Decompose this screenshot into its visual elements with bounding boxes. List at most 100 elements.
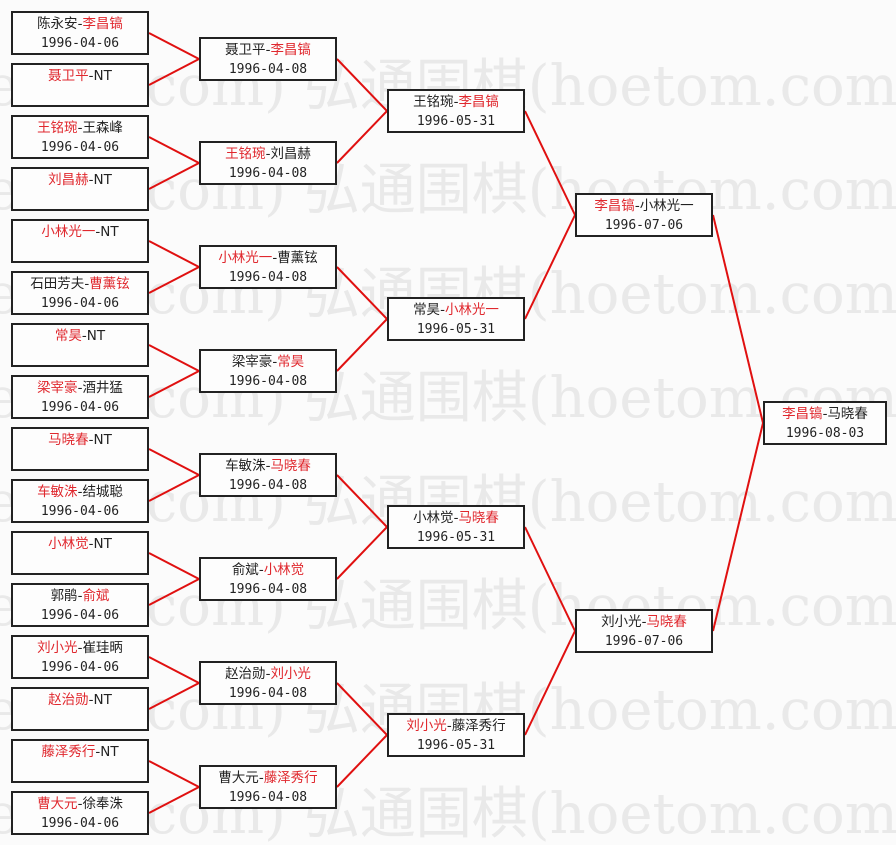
match-box: 梁宰豪-酒井猛 1996-04-06 bbox=[11, 375, 149, 419]
separator: - bbox=[272, 354, 278, 370]
player-b: NT bbox=[100, 224, 119, 240]
separator: - bbox=[265, 666, 271, 682]
player-b: 崔珪昞 bbox=[82, 640, 123, 656]
match-players: 常昊-NT bbox=[13, 327, 147, 346]
match-box: 常昊-NT bbox=[11, 323, 149, 367]
separator: - bbox=[265, 146, 271, 162]
bracket-connector bbox=[148, 344, 200, 372]
player-a: 常昊 bbox=[413, 302, 441, 318]
player-b: 小林光一 bbox=[639, 198, 694, 214]
player-b: 李昌镐 bbox=[458, 94, 499, 110]
match-players: 刘小光-马晓春 bbox=[577, 613, 711, 632]
player-b: NT bbox=[100, 744, 119, 760]
bracket-connector bbox=[148, 266, 200, 294]
separator: - bbox=[95, 744, 101, 760]
player-a: 车敏洙 bbox=[225, 458, 266, 474]
match-box: 陈永安-李昌镐 1996-04-06 bbox=[11, 11, 149, 55]
bracket-connector bbox=[524, 214, 576, 320]
player-a: 曹大元 bbox=[218, 770, 259, 786]
bracket-connector bbox=[148, 448, 200, 476]
match-date: 1996-04-06 bbox=[40, 816, 120, 831]
player-a: 刘小光 bbox=[37, 640, 78, 656]
bracket-connector bbox=[148, 578, 200, 606]
match-date: 1996-08-03 bbox=[785, 426, 865, 441]
separator: - bbox=[88, 536, 94, 552]
match-box: 小林觉-NT bbox=[11, 531, 149, 575]
match-date: 1996-04-06 bbox=[40, 660, 120, 675]
bracket-connector bbox=[148, 552, 200, 580]
player-a: 王铭琬 bbox=[37, 120, 78, 136]
separator: - bbox=[822, 406, 828, 422]
separator: - bbox=[77, 588, 83, 604]
watermark-text: 弘通围棋(hoetom.com) 弘通围棋(hoetom.com) bbox=[0, 574, 896, 639]
match-box: 刘小光-崔珪昞 1996-04-06 bbox=[11, 635, 149, 679]
separator: - bbox=[272, 250, 278, 266]
player-a: 王铭琬 bbox=[225, 146, 266, 162]
separator: - bbox=[440, 302, 445, 318]
player-b: 李昌镐 bbox=[82, 16, 123, 32]
match-date: 1996-04-08 bbox=[228, 686, 308, 701]
match-box: 车敏洙-马晓春 1996-04-08 bbox=[199, 453, 337, 497]
match-box: 刘小光-马晓春 1996-07-06 bbox=[575, 609, 713, 653]
match-date: 1996-04-06 bbox=[40, 140, 120, 155]
separator: - bbox=[77, 796, 83, 812]
separator: - bbox=[77, 120, 83, 136]
match-players: 小林觉-马晓春 bbox=[389, 509, 523, 528]
bracket-connector bbox=[524, 110, 576, 216]
match-players: 李昌镐-马晓春 bbox=[765, 405, 885, 424]
bracket-connector bbox=[148, 136, 200, 164]
separator: - bbox=[88, 172, 94, 188]
player-a: 藤泽秀行 bbox=[41, 744, 96, 760]
match-box: 聂卫平-NT bbox=[11, 63, 149, 107]
player-a: 小林觉 bbox=[48, 536, 89, 552]
match-box: 常昊-小林光一 1996-05-31 bbox=[387, 297, 525, 341]
match-players: 常昊-小林光一 bbox=[389, 301, 523, 320]
player-a: 赵治勋 bbox=[48, 692, 89, 708]
player-a: 刘昌赫 bbox=[48, 172, 89, 188]
match-box: 梁宰豪-常昊 1996-04-08 bbox=[199, 349, 337, 393]
match-players: 赵治勋-NT bbox=[13, 691, 147, 710]
player-b: NT bbox=[86, 328, 106, 344]
player-b: 马晓春 bbox=[458, 510, 499, 526]
match-players: 俞斌-小林觉 bbox=[201, 561, 335, 580]
player-b: 曹薰铉 bbox=[277, 250, 318, 266]
match-box: 小林光一-NT bbox=[11, 219, 149, 263]
player-a: 曹大元 bbox=[37, 796, 78, 812]
bracket-connector bbox=[148, 58, 200, 86]
player-a: 小林光一 bbox=[41, 224, 96, 240]
bracket-connector bbox=[524, 630, 576, 736]
separator: - bbox=[258, 562, 264, 578]
bracket-connector bbox=[336, 318, 388, 372]
match-players: 王铭琬-王森峰 bbox=[13, 119, 147, 138]
separator: - bbox=[453, 510, 459, 526]
bracket-connector bbox=[336, 474, 388, 528]
match-date: 1996-05-31 bbox=[416, 114, 496, 129]
player-b: NT bbox=[93, 692, 112, 708]
player-b: 藤泽秀行 bbox=[263, 770, 318, 786]
match-players: 车敏洙-马晓春 bbox=[201, 457, 335, 476]
separator: - bbox=[77, 380, 83, 396]
match-players: 刘小光-藤泽秀行 bbox=[389, 717, 523, 736]
match-date: 1996-04-06 bbox=[40, 400, 120, 415]
player-b: 刘小光 bbox=[270, 666, 311, 682]
player-b: 徐奉洙 bbox=[82, 796, 123, 812]
player-b: NT bbox=[93, 172, 112, 188]
match-date: 1996-05-31 bbox=[416, 738, 496, 753]
match-players: 小林光一-曹薰铉 bbox=[201, 249, 335, 268]
match-box: 藤泽秀行-NT bbox=[11, 739, 149, 783]
match-box: 王铭琬-王森峰 1996-04-06 bbox=[11, 115, 149, 159]
player-a: 李昌镐 bbox=[782, 406, 823, 422]
match-box: 石田芳夫-曹薰铉 1996-04-06 bbox=[11, 271, 149, 315]
separator: - bbox=[634, 198, 640, 214]
match-box: 刘小光-藤泽秀行 1996-05-31 bbox=[387, 713, 525, 757]
match-players: 石田芳夫-曹薰铉 bbox=[13, 275, 147, 294]
match-players: 梁宰豪-酒井猛 bbox=[13, 379, 147, 398]
player-b: 俞斌 bbox=[82, 588, 110, 604]
player-b: NT bbox=[93, 536, 112, 552]
match-box: 郭鹃-俞斌 1996-04-06 bbox=[11, 583, 149, 627]
match-date: 1996-04-08 bbox=[228, 478, 308, 493]
bracket-connector bbox=[336, 266, 388, 320]
separator: - bbox=[77, 640, 83, 656]
separator: - bbox=[77, 484, 83, 500]
match-date: 1996-04-06 bbox=[40, 296, 120, 311]
